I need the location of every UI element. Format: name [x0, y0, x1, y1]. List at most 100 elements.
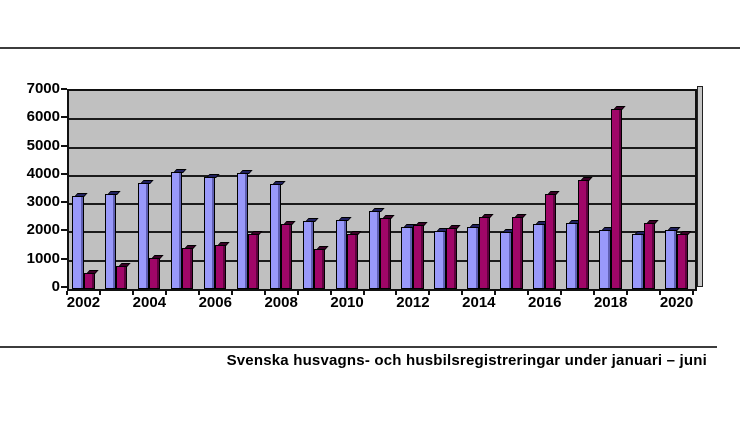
bar-top-face	[316, 246, 329, 251]
bar-husbilar-2009	[314, 246, 329, 289]
x-axis-label-2002: 2002	[66, 294, 101, 311]
x-axis-label-2020: 2020	[659, 294, 694, 311]
bar-husvagnar-2004	[137, 179, 153, 289]
y-axis-label-7000: 7000	[26, 80, 60, 97]
bar-husbilar-2010	[347, 230, 362, 289]
plot-area	[67, 89, 697, 291]
x-axis-tick	[593, 291, 596, 295]
bar-top-face	[612, 106, 626, 111]
bar-husbilar-2008	[281, 220, 296, 289]
x-axis-label-2016: 2016	[528, 294, 562, 311]
top-rule	[0, 47, 740, 49]
bar-top-face	[74, 192, 88, 197]
bar-top-face	[414, 222, 428, 227]
bar-top-face	[678, 230, 692, 235]
x-axis-tick	[164, 291, 167, 295]
bar-husvagnar-2014	[467, 223, 483, 289]
bar-top-face	[645, 219, 659, 224]
bar-top-face	[283, 220, 296, 225]
bar-husvagnar-2020	[665, 226, 681, 289]
bar-husbilar-2011	[380, 215, 395, 289]
bar-top-face	[370, 208, 384, 213]
y-axis-label-3000: 3000	[26, 193, 60, 211]
bar-husbilar-2003	[116, 263, 132, 289]
bar-top-face	[447, 225, 461, 230]
x-axis-label-2004: 2004	[132, 294, 167, 311]
x-axis-tick	[98, 291, 101, 295]
bar-husvagnar-2006	[203, 174, 219, 289]
bar-top-face	[304, 218, 318, 223]
bar-top-face	[238, 170, 252, 175]
x-axis-label-2012: 2012	[396, 294, 430, 311]
bar-top-face	[205, 174, 219, 179]
bar-top-face	[106, 191, 121, 196]
y-axis-tick	[61, 116, 67, 119]
bar-top-face	[250, 230, 263, 235]
bar-top-face	[349, 230, 362, 235]
y-axis-tick	[61, 144, 67, 147]
bar-husvagnar-2016	[533, 220, 549, 289]
bar-top-face	[667, 226, 681, 231]
bar-husbilar-2015	[511, 213, 527, 289]
bar-husvagnar-2012	[401, 223, 417, 289]
bar-top-face	[85, 270, 99, 275]
y-axis-label-1000: 1000	[26, 249, 60, 267]
x-axis-tick	[362, 291, 365, 295]
bar-husbilar-2014	[478, 213, 494, 289]
bar-husbilar-2007	[248, 230, 263, 289]
bar-husbilar-2012	[412, 222, 428, 289]
bar-top-face	[546, 191, 560, 196]
x-axis-label-2008: 2008	[264, 294, 298, 311]
bar-husvagnar-2005	[170, 168, 186, 289]
x-axis-label-2010: 2010	[330, 294, 364, 311]
bar-top-face	[118, 263, 132, 268]
bar-top-face	[139, 179, 153, 184]
bar-husvagnar-2008	[269, 181, 285, 289]
bar-top-face	[382, 215, 395, 220]
x-axis-tick	[494, 291, 497, 295]
gridline-5000	[69, 146, 695, 149]
y-axis-tick	[61, 172, 67, 175]
bar-top-face	[217, 242, 230, 247]
y-axis-label-6000: 6000	[26, 108, 60, 126]
bar-husvagnar-2013	[434, 228, 450, 289]
x-axis-tick	[428, 291, 431, 295]
y-axis-label-4000: 4000	[26, 164, 60, 182]
bar-husvagnar-2002	[72, 192, 88, 289]
x-axis-tick	[230, 291, 233, 295]
y-axis-label-0: 0	[51, 278, 60, 295]
x-axis-label-2018: 2018	[593, 294, 628, 311]
bar-husvagnar-2017	[566, 219, 582, 289]
y-axis-tick	[61, 88, 67, 90]
bar-top-face	[579, 177, 593, 182]
bar-top-face	[513, 213, 527, 218]
y-axis-tick	[61, 229, 67, 232]
bar-top-face	[151, 254, 164, 259]
caption-rule	[0, 346, 717, 348]
gridline-6000	[69, 118, 695, 121]
x-axis-tick	[296, 291, 299, 295]
bar-husbilar-2020	[676, 230, 692, 289]
x-axis-tick	[527, 291, 530, 295]
x-axis-tick	[263, 291, 266, 295]
bar-husbilar-2006	[215, 242, 230, 289]
y-axis-label-5000: 5000	[26, 136, 60, 154]
bar-husvagnar-2003	[104, 191, 121, 289]
bar-top-face	[480, 213, 494, 218]
bar-husvagnar-2009	[302, 218, 318, 289]
chart-caption: Svenska husvagns- och husbilsregistrerin…	[226, 352, 707, 369]
y-axis-tick	[61, 257, 67, 260]
x-axis-tick	[197, 291, 200, 295]
bar-top-face	[184, 245, 197, 249]
bar-husvagnar-2019	[632, 230, 648, 289]
bar-husbilar-2013	[445, 225, 461, 289]
bar-husbilar-2017	[577, 177, 593, 289]
x-axis-tick	[626, 291, 629, 295]
x-axis-tick	[395, 291, 398, 295]
bar-top-face	[271, 181, 285, 186]
gridline-3000	[69, 203, 695, 206]
bar-top-face	[337, 216, 351, 221]
x-axis-tick	[560, 291, 563, 295]
x-axis-label-2006: 2006	[198, 294, 232, 311]
